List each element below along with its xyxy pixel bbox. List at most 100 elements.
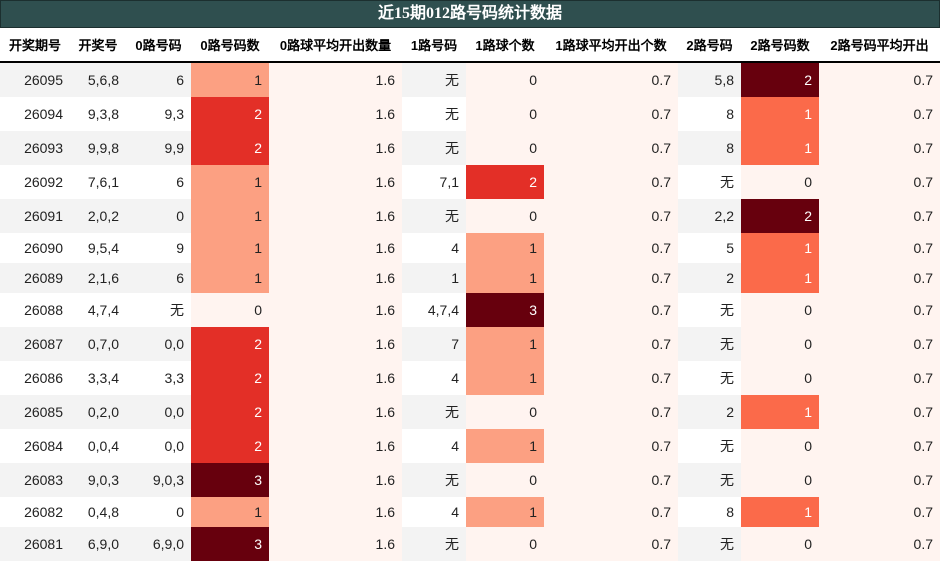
cell-route1-numbers: 无 [402, 131, 466, 165]
table-row: 26083 9,0,3 9,0,3 3 1.6 无 0 0.7 无 0 0.7 [0, 463, 940, 497]
cell-route1-count: 0 [466, 97, 544, 131]
col-header-route2-avg: 2路号码平均开出 [819, 28, 940, 63]
cell-draw: 0,0,4 [70, 429, 126, 463]
cell-issue: 26081 [0, 527, 70, 561]
cell-issue: 26092 [0, 165, 70, 199]
cell-route2-numbers: 2,2 [678, 199, 741, 233]
cell-draw: 5,6,8 [70, 62, 126, 97]
cell-route0-numbers: 无 [126, 293, 191, 327]
cell-issue: 26094 [0, 97, 70, 131]
cell-route0-numbers: 0,0 [126, 429, 191, 463]
cell-route0-avg: 1.6 [269, 263, 402, 293]
cell-route0-avg: 1.6 [269, 165, 402, 199]
cell-route1-avg: 0.7 [544, 293, 678, 327]
cell-route1-avg: 0.7 [544, 233, 678, 263]
cell-route2-numbers: 无 [678, 165, 741, 199]
cell-route2-count: 1 [741, 263, 819, 293]
cell-route2-avg: 0.7 [819, 165, 940, 199]
cell-draw: 0,4,8 [70, 497, 126, 527]
cell-route2-numbers: 无 [678, 361, 741, 395]
cell-route2-count: 1 [741, 497, 819, 527]
cell-route1-count: 0 [466, 199, 544, 233]
cell-route2-avg: 0.7 [819, 293, 940, 327]
cell-route1-count: 1 [466, 327, 544, 361]
cell-route0-avg: 1.6 [269, 327, 402, 361]
cell-route1-avg: 0.7 [544, 395, 678, 429]
cell-issue: 26090 [0, 233, 70, 263]
col-header-route0-numbers: 0路号码 [126, 28, 191, 63]
cell-route0-numbers: 6,9,0 [126, 527, 191, 561]
cell-route1-numbers: 7,1 [402, 165, 466, 199]
cell-route1-numbers: 4,7,4 [402, 293, 466, 327]
cell-route1-avg: 0.7 [544, 199, 678, 233]
cell-route0-numbers: 6 [126, 62, 191, 97]
cell-issue: 26083 [0, 463, 70, 497]
cell-issue: 26095 [0, 62, 70, 97]
col-header-route1-numbers: 1路号码 [402, 28, 466, 63]
cell-route0-count: 1 [191, 165, 269, 199]
cell-draw: 9,0,3 [70, 463, 126, 497]
cell-route0-count: 1 [191, 263, 269, 293]
cell-route0-avg: 1.6 [269, 497, 402, 527]
cell-issue: 26087 [0, 327, 70, 361]
table-row: 26093 9,9,8 9,9 2 1.6 无 0 0.7 8 1 0.7 [0, 131, 940, 165]
header-row: 开奖期号 开奖号 0路号码 0路号码数 0路球平均开出数量 1路号码 1路球个数… [0, 28, 940, 63]
cell-route2-count: 1 [741, 395, 819, 429]
cell-route1-numbers: 无 [402, 527, 466, 561]
cell-draw: 9,9,8 [70, 131, 126, 165]
cell-route0-count: 3 [191, 527, 269, 561]
cell-route0-avg: 1.6 [269, 361, 402, 395]
table-row: 26095 5,6,8 6 1 1.6 无 0 0.7 5,8 2 0.7 [0, 62, 940, 97]
cell-route0-count: 0 [191, 293, 269, 327]
cell-route1-count: 0 [466, 62, 544, 97]
cell-route0-numbers: 6 [126, 165, 191, 199]
cell-route0-numbers: 3,3 [126, 361, 191, 395]
cell-route0-count: 2 [191, 131, 269, 165]
cell-route1-avg: 0.7 [544, 429, 678, 463]
cell-route1-count: 0 [466, 395, 544, 429]
cell-route2-avg: 0.7 [819, 327, 940, 361]
cell-route2-avg: 0.7 [819, 131, 940, 165]
cell-route2-count: 0 [741, 527, 819, 561]
table-row: 26082 0,4,8 0 1 1.6 4 1 0.7 8 1 0.7 [0, 497, 940, 527]
cell-route1-avg: 0.7 [544, 62, 678, 97]
cell-route0-numbers: 0 [126, 497, 191, 527]
table-row: 26090 9,5,4 9 1 1.6 4 1 0.7 5 1 0.7 [0, 233, 940, 263]
cell-route2-avg: 0.7 [819, 497, 940, 527]
cell-route0-avg: 1.6 [269, 463, 402, 497]
cell-route0-avg: 1.6 [269, 97, 402, 131]
cell-draw: 9,5,4 [70, 233, 126, 263]
cell-route0-count: 2 [191, 361, 269, 395]
cell-route1-numbers: 无 [402, 463, 466, 497]
cell-route2-count: 0 [741, 429, 819, 463]
cell-route1-numbers: 4 [402, 233, 466, 263]
cell-route0-count: 2 [191, 97, 269, 131]
cell-draw: 0,7,0 [70, 327, 126, 361]
cell-route1-avg: 0.7 [544, 263, 678, 293]
cell-route0-numbers: 9,0,3 [126, 463, 191, 497]
cell-route2-avg: 0.7 [819, 263, 940, 293]
cell-route0-avg: 1.6 [269, 62, 402, 97]
cell-route2-avg: 0.7 [819, 97, 940, 131]
table-row: 26088 4,7,4 无 0 1.6 4,7,4 3 0.7 无 0 0.7 [0, 293, 940, 327]
cell-route1-avg: 0.7 [544, 131, 678, 165]
cell-route1-avg: 0.7 [544, 97, 678, 131]
table-title: 近15期012路号码统计数据 [0, 0, 940, 28]
cell-route0-numbers: 9,9 [126, 131, 191, 165]
cell-issue: 26091 [0, 199, 70, 233]
cell-issue: 26093 [0, 131, 70, 165]
table-row: 26087 0,7,0 0,0 2 1.6 7 1 0.7 无 0 0.7 [0, 327, 940, 361]
cell-draw: 2,1,6 [70, 263, 126, 293]
cell-issue: 26085 [0, 395, 70, 429]
cell-route1-count: 2 [466, 165, 544, 199]
col-header-route2-numbers: 2路号码 [678, 28, 741, 63]
cell-route1-numbers: 无 [402, 97, 466, 131]
cell-draw: 3,3,4 [70, 361, 126, 395]
table-row: 26091 2,0,2 0 1 1.6 无 0 0.7 2,2 2 0.7 [0, 199, 940, 233]
cell-draw: 2,0,2 [70, 199, 126, 233]
cell-route2-avg: 0.7 [819, 233, 940, 263]
cell-route2-numbers: 8 [678, 131, 741, 165]
col-header-route0-count: 0路号码数 [191, 28, 269, 63]
cell-route2-numbers: 8 [678, 97, 741, 131]
cell-route0-count: 3 [191, 463, 269, 497]
